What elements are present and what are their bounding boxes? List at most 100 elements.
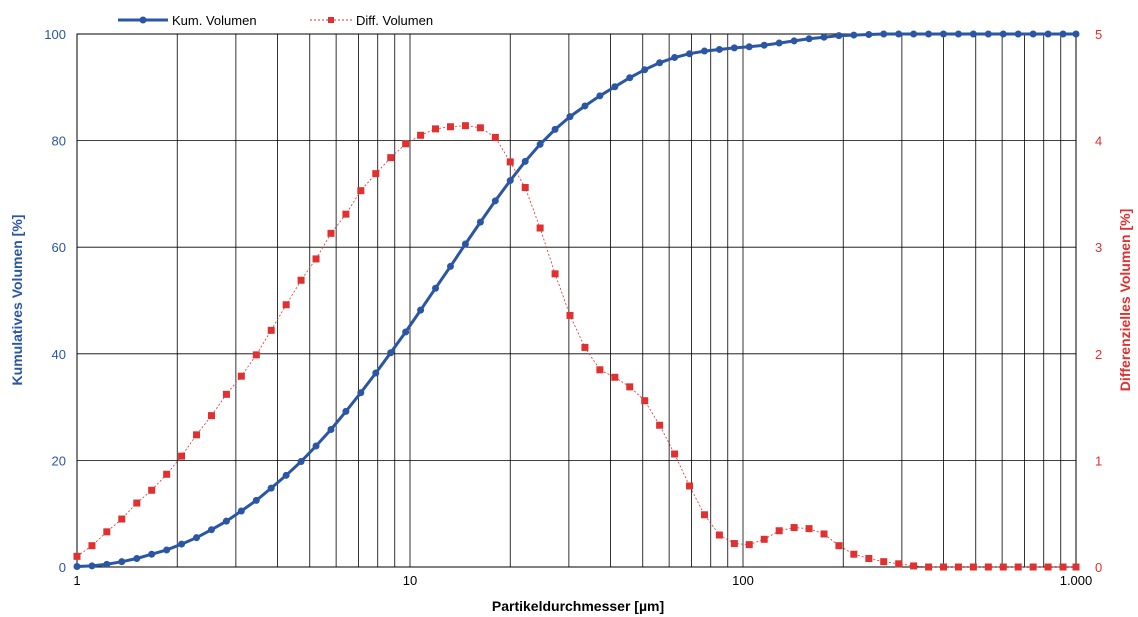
data-point [626, 74, 634, 82]
data-point [163, 546, 171, 554]
series [73, 30, 1080, 571]
data-point [103, 528, 111, 536]
data-point [491, 197, 499, 205]
data-point [536, 140, 544, 148]
legend-marker-diff [328, 17, 334, 23]
data-point [730, 540, 738, 548]
data-point [103, 560, 111, 568]
data-point [656, 421, 664, 429]
data-point [671, 53, 679, 61]
y-right-tick-label: 5 [1095, 27, 1102, 42]
data-point [865, 554, 873, 562]
data-point [252, 351, 260, 359]
data-point [491, 133, 499, 141]
data-point [312, 255, 320, 263]
legend: Kum. Volumen Diff. Volumen [118, 13, 433, 28]
data-point [237, 372, 245, 380]
data-point [521, 157, 529, 165]
data-point [402, 328, 410, 336]
plot-frame [76, 33, 1077, 568]
series-kum-volumen [73, 30, 1080, 570]
data-point [551, 270, 559, 278]
data-point [297, 276, 305, 284]
data-point [880, 558, 888, 566]
data-point [865, 31, 873, 39]
data-point [895, 30, 903, 38]
y-left-tick-label: 40 [52, 347, 66, 362]
data-point [357, 389, 365, 397]
data-point [282, 301, 290, 309]
data-point [969, 563, 977, 571]
data-point [148, 550, 156, 558]
data-point [686, 50, 694, 58]
data-point [581, 343, 589, 351]
data-point [566, 311, 574, 319]
data-point [267, 326, 275, 334]
data-point [775, 527, 783, 535]
data-point [1014, 563, 1022, 571]
x-axis-title: Partikeldurchmesser [µm] [492, 598, 664, 614]
data-point [237, 507, 245, 515]
data-point [73, 552, 81, 560]
data-point [432, 284, 440, 292]
data-point [73, 562, 81, 570]
data-point [551, 125, 559, 133]
data-point [641, 397, 649, 405]
data-point [252, 496, 260, 504]
data-point [193, 431, 201, 439]
data-point [148, 486, 156, 494]
data-point [1044, 563, 1052, 571]
data-point [984, 30, 992, 38]
y-left-tick-label: 80 [52, 134, 66, 149]
data-point [178, 540, 186, 548]
data-point [88, 562, 96, 570]
data-point [775, 39, 783, 47]
data-point [193, 534, 201, 542]
data-point [954, 563, 962, 571]
y-right-tick-label: 2 [1095, 347, 1102, 362]
data-point [178, 452, 186, 460]
data-point [461, 122, 469, 130]
legend-marker-kum [139, 16, 147, 24]
data-point [715, 45, 723, 53]
data-point [312, 442, 320, 450]
data-point [207, 526, 215, 534]
y-right-tick-label: 4 [1095, 134, 1102, 149]
data-point [626, 383, 634, 391]
data-point [417, 306, 425, 314]
data-point [1072, 563, 1080, 571]
data-point [222, 517, 230, 525]
data-point [432, 125, 440, 133]
data-point [671, 450, 679, 458]
data-point [163, 470, 171, 478]
legend-item-kum: Kum. Volumen [118, 13, 257, 28]
data-point [596, 92, 604, 100]
data-point [461, 240, 469, 248]
data-point [910, 562, 918, 570]
data-point [372, 170, 380, 178]
y-left-tick-label: 100 [44, 27, 66, 42]
legend-item-diff: Diff. Volumen [310, 13, 433, 28]
data-point [820, 530, 828, 538]
data-point [1059, 563, 1067, 571]
data-point [656, 59, 664, 67]
data-point [267, 484, 275, 492]
data-point [760, 535, 768, 543]
data-point [596, 366, 604, 374]
data-point [342, 210, 350, 218]
data-point [222, 390, 230, 398]
data-point [999, 563, 1007, 571]
data-point [1029, 30, 1037, 38]
legend-label-kum: Kum. Volumen [172, 13, 257, 28]
y-left-tick-label: 20 [52, 453, 66, 468]
data-point [641, 66, 649, 74]
data-point [88, 542, 96, 550]
data-point [611, 373, 619, 381]
data-point [476, 124, 484, 132]
data-point [521, 184, 529, 192]
data-point [954, 30, 962, 38]
data-point [835, 542, 843, 550]
data-point [118, 515, 126, 523]
data-point [790, 37, 798, 45]
